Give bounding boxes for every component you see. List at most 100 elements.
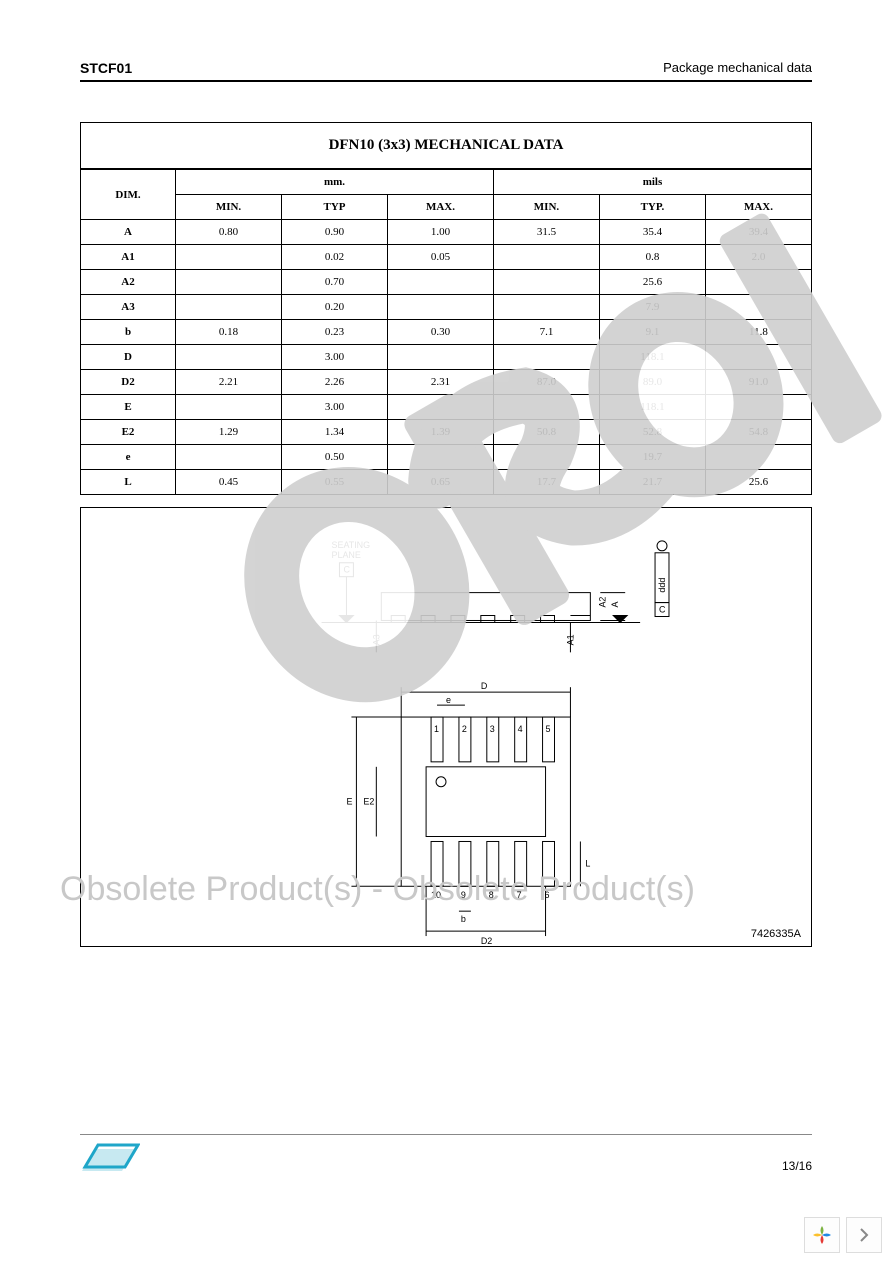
value-cell xyxy=(705,270,811,295)
dim-cell: E2 xyxy=(81,420,176,445)
svg-text:7: 7 xyxy=(517,890,522,900)
value-cell xyxy=(176,345,282,370)
svg-text:b: b xyxy=(461,914,466,924)
app-logo-icon[interactable] xyxy=(804,1217,840,1253)
svg-text:L: L xyxy=(585,858,590,868)
table-row: A30.207.9 xyxy=(81,295,812,320)
header-mm-min: MIN. xyxy=(176,195,282,220)
value-cell: 50.8 xyxy=(493,420,599,445)
dim-cell: e xyxy=(81,445,176,470)
table-row: A0.800.901.0031.535.439.4 xyxy=(81,220,812,245)
product-code: STCF01 xyxy=(80,60,132,76)
svg-text:2: 2 xyxy=(462,724,467,734)
value-cell: 2.26 xyxy=(282,370,388,395)
drawing-number: 7426335A xyxy=(751,928,801,940)
value-cell: 1.29 xyxy=(176,420,282,445)
value-cell: 0.70 xyxy=(282,270,388,295)
value-cell: 1.39 xyxy=(387,420,493,445)
value-cell: 25.6 xyxy=(599,270,705,295)
table-row: A20.7025.6 xyxy=(81,270,812,295)
header-mils-max: MAX. xyxy=(705,195,811,220)
value-cell: 0.45 xyxy=(176,470,282,495)
header-mils-typ: TYP. xyxy=(599,195,705,220)
value-cell: 21.7 xyxy=(599,470,705,495)
value-cell xyxy=(387,395,493,420)
value-cell: 0.05 xyxy=(387,245,493,270)
value-cell xyxy=(176,445,282,470)
value-cell: 11.8 xyxy=(705,320,811,345)
header-unit-mils: mils xyxy=(493,170,811,195)
value-cell xyxy=(176,270,282,295)
header-dim: DIM. xyxy=(81,170,176,220)
svg-text:E2: E2 xyxy=(363,797,374,807)
bottom-nav xyxy=(804,1217,882,1253)
svg-text:E: E xyxy=(346,797,352,807)
svg-text:3: 3 xyxy=(490,724,495,734)
value-cell xyxy=(387,445,493,470)
value-cell: 1.00 xyxy=(387,220,493,245)
svg-text:10: 10 xyxy=(431,890,441,900)
value-cell: 0.55 xyxy=(282,470,388,495)
svg-text:C: C xyxy=(659,605,666,615)
svg-text:9: 9 xyxy=(461,890,466,900)
value-cell: 25.6 xyxy=(705,470,811,495)
value-cell xyxy=(705,295,811,320)
value-cell xyxy=(176,245,282,270)
page-number: 13/16 xyxy=(782,1159,812,1173)
svg-text:D: D xyxy=(481,681,488,691)
value-cell xyxy=(493,295,599,320)
value-cell: 31.5 xyxy=(493,220,599,245)
value-cell: 118.1 xyxy=(599,345,705,370)
value-cell: 3.00 xyxy=(282,395,388,420)
svg-text:ddd: ddd xyxy=(657,578,667,593)
svg-text:A1: A1 xyxy=(565,634,575,645)
svg-text:e: e xyxy=(446,695,451,705)
value-cell: 35.4 xyxy=(599,220,705,245)
svg-text:A3: A3 xyxy=(371,634,381,645)
table-row: A10.020.050.82.0 xyxy=(81,245,812,270)
header-mm-typ: TYP xyxy=(282,195,388,220)
dim-cell: A3 xyxy=(81,295,176,320)
value-cell xyxy=(493,445,599,470)
table-row: L0.450.550.6517.721.725.6 xyxy=(81,470,812,495)
value-cell: 2.21 xyxy=(176,370,282,395)
table-row: E3.00118.1 xyxy=(81,395,812,420)
next-page-button[interactable] xyxy=(846,1217,882,1253)
svg-text:5: 5 xyxy=(546,724,551,734)
value-cell: 0.50 xyxy=(282,445,388,470)
value-cell xyxy=(387,270,493,295)
value-cell: 0.20 xyxy=(282,295,388,320)
value-cell: 1.34 xyxy=(282,420,388,445)
package-diagram: SEATING PLANE C xyxy=(80,507,812,947)
value-cell: 118.1 xyxy=(599,395,705,420)
header-mils-min: MIN. xyxy=(493,195,599,220)
svg-text:4: 4 xyxy=(518,724,523,734)
value-cell: 0.18 xyxy=(176,320,282,345)
value-cell xyxy=(176,395,282,420)
datum-c: C xyxy=(343,565,350,575)
value-cell: 54.8 xyxy=(705,420,811,445)
value-cell: 52.8 xyxy=(599,420,705,445)
table-title: DFN10 (3x3) MECHANICAL DATA xyxy=(80,122,812,169)
svg-text:PLANE: PLANE xyxy=(332,550,361,560)
seating-plane-label: SEATING xyxy=(332,540,371,550)
value-cell: 0.30 xyxy=(387,320,493,345)
value-cell xyxy=(493,270,599,295)
value-cell xyxy=(387,295,493,320)
table-row: b0.180.230.307.19.111.8 xyxy=(81,320,812,345)
svg-text:A2: A2 xyxy=(597,597,607,608)
dim-cell: D xyxy=(81,345,176,370)
value-cell: 0.02 xyxy=(282,245,388,270)
value-cell: 87.0 xyxy=(493,370,599,395)
value-cell xyxy=(176,295,282,320)
value-cell: 0.65 xyxy=(387,470,493,495)
header-mm-max: MAX. xyxy=(387,195,493,220)
value-cell: 17.7 xyxy=(493,470,599,495)
value-cell xyxy=(493,395,599,420)
table-row: D22.212.262.3187.089.091.0 xyxy=(81,370,812,395)
value-cell: 2.0 xyxy=(705,245,811,270)
section-title: Package mechanical data xyxy=(663,60,812,76)
dim-cell: A1 xyxy=(81,245,176,270)
value-cell xyxy=(493,245,599,270)
value-cell: 19.7 xyxy=(599,445,705,470)
